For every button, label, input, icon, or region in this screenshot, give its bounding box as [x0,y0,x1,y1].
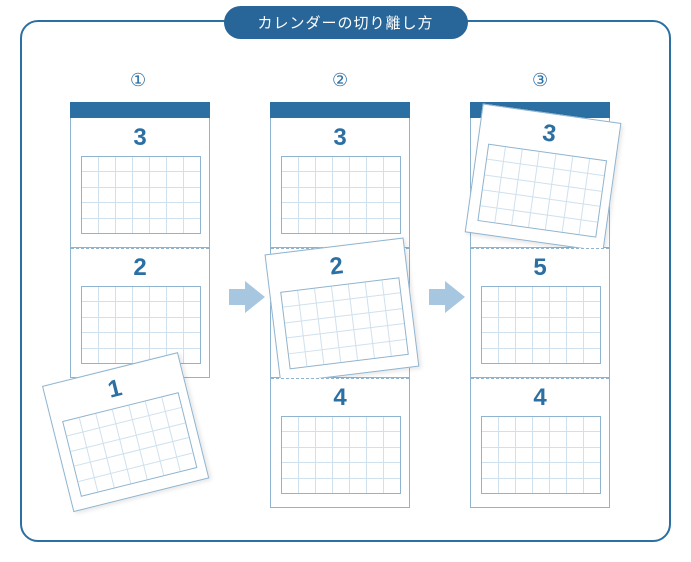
calendar-binder [70,102,210,118]
calendar-grid [81,156,201,234]
calendar-page: 5 [470,248,610,378]
arrow-icon [427,277,467,317]
calendar-step-2: 3 4 2 [270,102,410,508]
month-label: 4 [333,384,346,412]
month-label: 5 [533,254,546,282]
arrow-icon [227,277,267,317]
calendar-grid [477,144,607,238]
calendar-page-flipped: 3 [465,104,622,252]
calendar-grid [281,416,401,494]
calendar-step-1: 3 2 1 [70,102,210,508]
month-label: 3 [541,119,558,149]
month-label: 2 [328,252,345,281]
calendar-grid [81,286,201,364]
step-1-number: ① [130,70,146,91]
calendar-step-3: 5 3 5 4 [470,102,610,508]
calendar-grid [281,156,401,234]
calendar-page: 4 [470,378,610,508]
step-3-number: ③ [532,70,548,91]
calendar-binder [270,102,410,118]
perforation [271,378,409,379]
month-label: 2 [133,254,146,282]
calendar-page: 3 [270,118,410,248]
calendar-grid [62,392,197,497]
diagram-frame: カレンダーの切り離し方 ① ② ③ 3 2 1 [20,20,671,542]
calendar-page: 4 [270,378,410,508]
perforation [471,248,609,249]
calendar-grid [481,416,601,494]
title-text: カレンダーの切り離し方 [257,15,433,32]
month-label: 3 [133,124,146,152]
calendar-grid [481,286,601,364]
calendar-grid [280,277,409,369]
title-pill: カレンダーの切り離し方 [223,6,467,39]
perforation [471,378,609,379]
perforation [71,248,209,249]
calendar-page: 2 [70,248,210,378]
calendar-page-lifted: 2 [265,237,420,383]
month-label: 4 [533,384,546,412]
month-label: 3 [333,124,346,152]
calendar-page: 3 [70,118,210,248]
month-label: 1 [105,374,125,404]
step-2-number: ② [332,70,348,91]
